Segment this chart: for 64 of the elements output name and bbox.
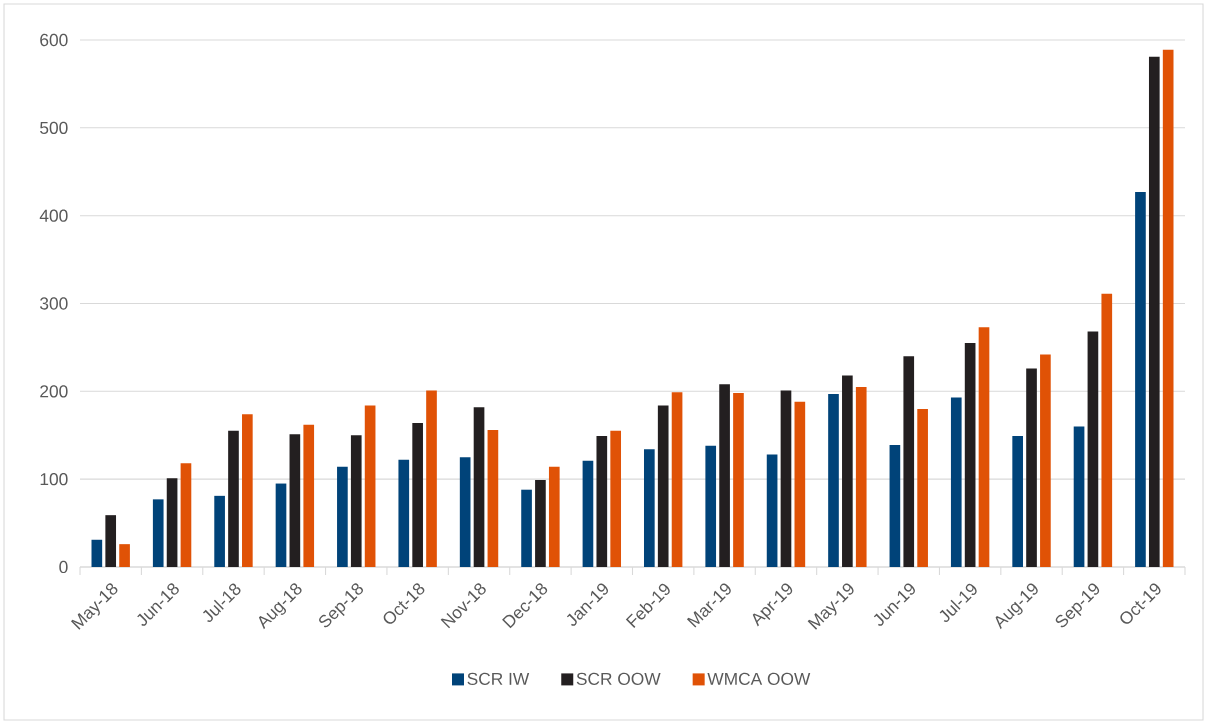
y-tick-label: 500 bbox=[40, 121, 68, 134]
bar bbox=[950, 397, 962, 567]
y-tick-label: 100 bbox=[40, 473, 68, 486]
y-tick-label: 400 bbox=[39, 209, 68, 222]
bar bbox=[657, 405, 669, 567]
bar bbox=[535, 480, 546, 567]
bar bbox=[1012, 436, 1023, 567]
bar bbox=[364, 405, 376, 567]
bar bbox=[780, 390, 792, 567]
bar bbox=[337, 466, 348, 567]
bar bbox=[582, 460, 594, 567]
bar bbox=[426, 390, 437, 567]
bar bbox=[705, 445, 717, 567]
bar bbox=[398, 459, 410, 567]
bar bbox=[105, 515, 117, 567]
bar bbox=[1148, 56, 1160, 567]
bar bbox=[350, 435, 362, 567]
bar bbox=[794, 401, 806, 567]
bar bbox=[1026, 368, 1037, 567]
bar bbox=[412, 422, 423, 567]
y-tick-label: 300 bbox=[40, 297, 68, 310]
y-tick-label: 0 bbox=[59, 560, 68, 574]
bar bbox=[671, 392, 683, 567]
bar bbox=[1040, 354, 1051, 567]
bar bbox=[119, 544, 130, 567]
bar bbox=[180, 463, 192, 567]
bar bbox=[1073, 426, 1085, 567]
bar bbox=[548, 466, 560, 567]
bar bbox=[275, 483, 287, 567]
bar bbox=[855, 386, 867, 567]
legend-label: SCR IW bbox=[467, 672, 530, 685]
bar bbox=[487, 429, 499, 567]
bar bbox=[610, 430, 622, 567]
bar bbox=[889, 444, 901, 567]
bar bbox=[1087, 331, 1099, 567]
bar bbox=[473, 407, 485, 567]
legend-label: SCR OOW bbox=[576, 672, 661, 685]
legend-label: WMCA OOW bbox=[707, 672, 811, 685]
bar bbox=[242, 414, 253, 567]
bar bbox=[228, 430, 239, 567]
bar bbox=[596, 436, 608, 567]
bar bbox=[964, 343, 976, 567]
bar bbox=[1101, 293, 1113, 567]
bar bbox=[1162, 49, 1174, 567]
bar bbox=[91, 539, 103, 567]
bar bbox=[719, 384, 730, 567]
bar bbox=[521, 489, 532, 567]
bar bbox=[917, 408, 928, 567]
bar bbox=[766, 454, 778, 567]
bar bbox=[644, 449, 655, 567]
bar bbox=[152, 499, 164, 567]
y-tick-label: 600 bbox=[40, 33, 68, 47]
bar bbox=[303, 424, 315, 567]
bar bbox=[828, 393, 839, 567]
bar bbox=[842, 375, 853, 567]
bar bbox=[166, 478, 178, 567]
bar bbox=[289, 434, 301, 567]
y-tick-label: 200 bbox=[40, 385, 68, 398]
bar bbox=[978, 327, 990, 567]
bar bbox=[214, 495, 225, 567]
bar bbox=[1135, 191, 1146, 567]
bar bbox=[733, 393, 744, 567]
bar bbox=[459, 457, 471, 567]
bar bbox=[903, 356, 915, 567]
